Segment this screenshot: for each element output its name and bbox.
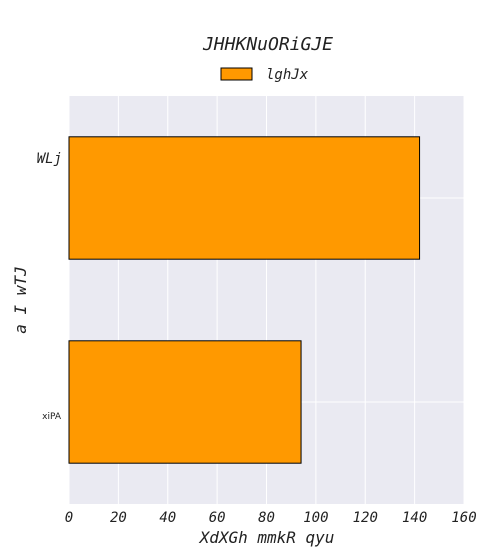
x-tick-label: 140 <box>402 510 427 526</box>
y-axis-label: a I wTJ <box>11 266 30 333</box>
x-tick-label: 40 <box>159 510 176 526</box>
legend-label: lghJx <box>266 67 309 83</box>
x-tick-label: 80 <box>258 510 275 526</box>
x-axis-label: XdXGh mmkR qyu <box>199 528 335 547</box>
x-tick-label: 120 <box>353 510 378 526</box>
x-tick-label: 60 <box>209 510 226 526</box>
x-tick-label: 160 <box>451 510 476 526</box>
legend-swatch <box>220 67 253 81</box>
y-tick-label-xipa: xiPA <box>42 412 62 422</box>
y-tick-labels: WLj xiPA <box>37 151 62 422</box>
x-tick-label: 0 <box>65 510 73 526</box>
bar-xipa <box>68 340 302 464</box>
x-tick-label: 20 <box>110 510 127 526</box>
x-tick-labels: 0 20 40 60 80 100 120 140 160 <box>65 510 477 526</box>
y-tick-label-wlj: WLj <box>37 151 62 167</box>
legend: lghJx <box>220 67 309 83</box>
bar-wlj <box>68 136 421 260</box>
chart-title: JHHKNuORiGJE <box>202 34 333 55</box>
bars <box>68 136 421 464</box>
x-tick-label: 100 <box>303 510 328 526</box>
